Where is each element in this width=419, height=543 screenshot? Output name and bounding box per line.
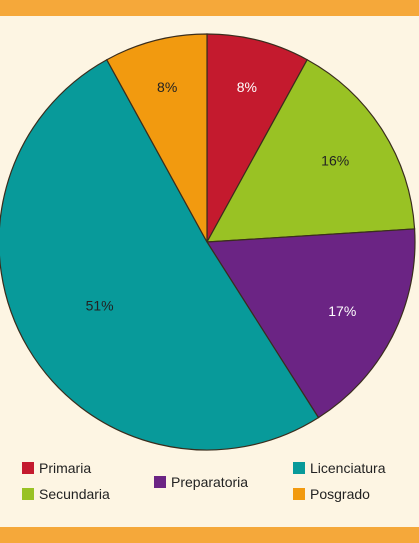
legend-label: Preparatoria bbox=[171, 474, 249, 490]
legend-item-posgrado: Posgrado bbox=[293, 486, 370, 502]
legend-label: Posgrado bbox=[310, 486, 370, 502]
pie-slice-primaria bbox=[206, 33, 309, 243]
pie-slice-secundaria bbox=[205, 58, 416, 243]
legend-swatch bbox=[293, 488, 305, 500]
legend-label: Primaria bbox=[39, 460, 92, 476]
slice-label-primaria: 8% bbox=[237, 79, 257, 95]
legend-label: Secundaria bbox=[39, 486, 110, 502]
bottom-band bbox=[0, 527, 419, 543]
legend-item-licenciatura: Licenciatura bbox=[293, 460, 386, 476]
legend-swatch bbox=[22, 462, 34, 474]
slice-label-licenciatura: 51% bbox=[86, 298, 114, 314]
legend-swatch bbox=[22, 488, 34, 500]
slice-label-posgrado: 8% bbox=[157, 79, 177, 95]
slice-label-secundaria: 16% bbox=[321, 153, 349, 169]
legend-item-secundaria: Secundaria bbox=[22, 486, 110, 502]
pie-chart: 8% 16% 17% 51% 8% bbox=[0, 33, 416, 451]
legend-label: Licenciatura bbox=[310, 460, 386, 476]
legend-item-preparatoria: Preparatoria bbox=[154, 474, 248, 490]
pie-slice-preparatoria bbox=[205, 228, 416, 419]
slice-label-preparatoria: 17% bbox=[328, 303, 356, 319]
legend-swatch bbox=[293, 462, 305, 474]
top-band bbox=[0, 0, 419, 16]
pie-slice-licenciatura bbox=[0, 58, 320, 451]
legend-item-primaria: Primaria bbox=[22, 460, 91, 476]
pie-slice-posgrado bbox=[105, 33, 208, 243]
legend-swatch bbox=[154, 476, 166, 488]
